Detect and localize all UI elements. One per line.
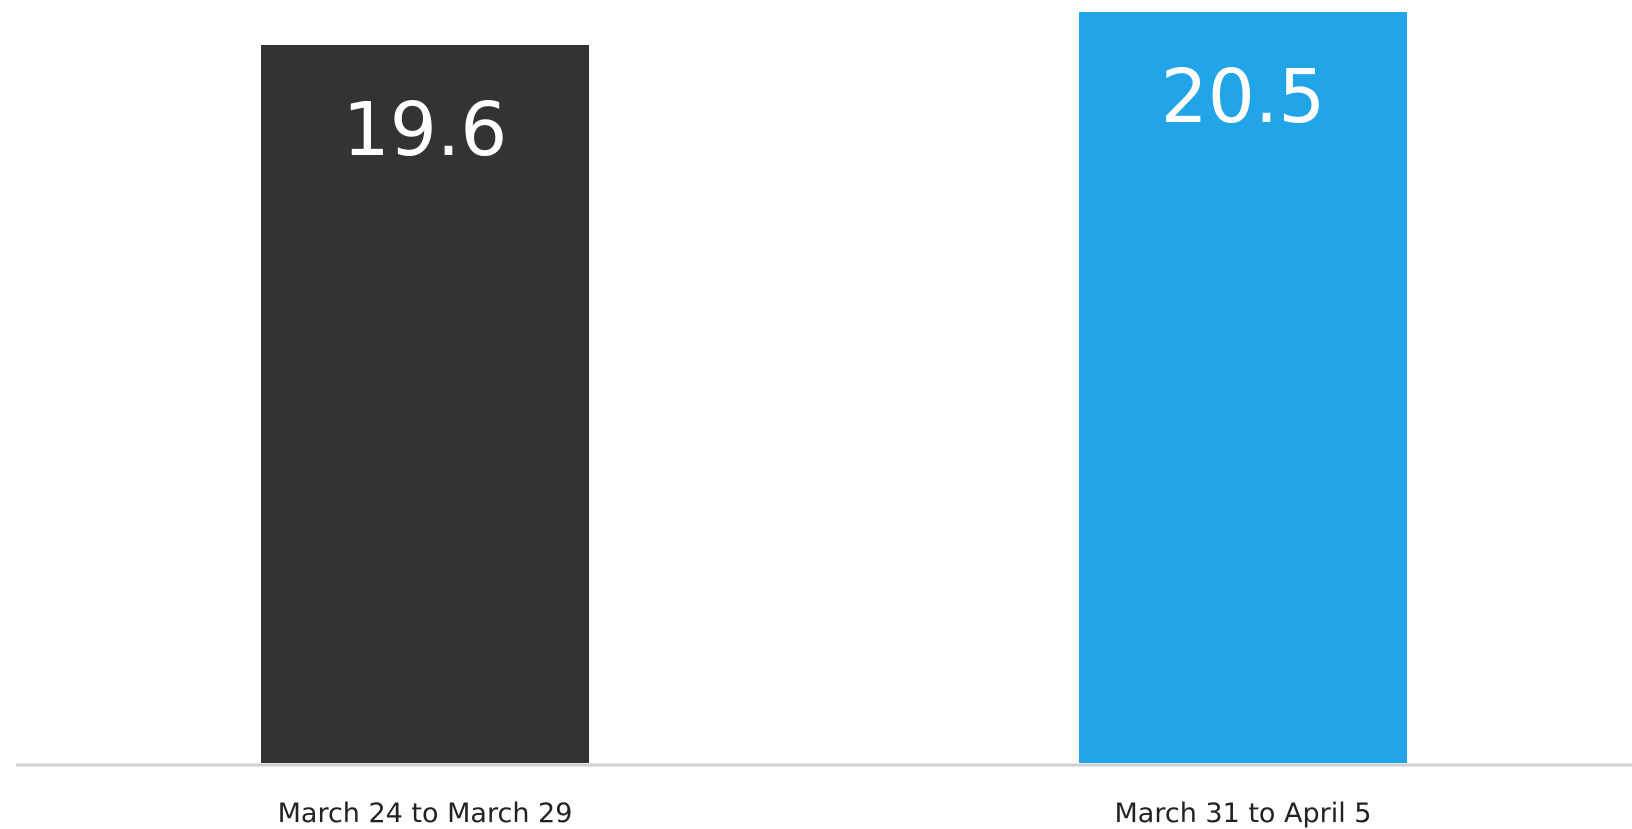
- data-label-1: 19.6: [343, 87, 508, 173]
- data-label-2: 20.5: [1161, 54, 1326, 140]
- category-label-1: March 24 to March 29: [278, 798, 573, 829]
- category-label-2: March 31 to April 5: [1115, 798, 1372, 829]
- bar-2: [1079, 12, 1407, 763]
- labels-group: March 24 to March 29 March 31 to April 5: [278, 798, 1372, 829]
- bar-1: [261, 44, 589, 764]
- bars-group: 19.6 20.5: [261, 12, 1407, 764]
